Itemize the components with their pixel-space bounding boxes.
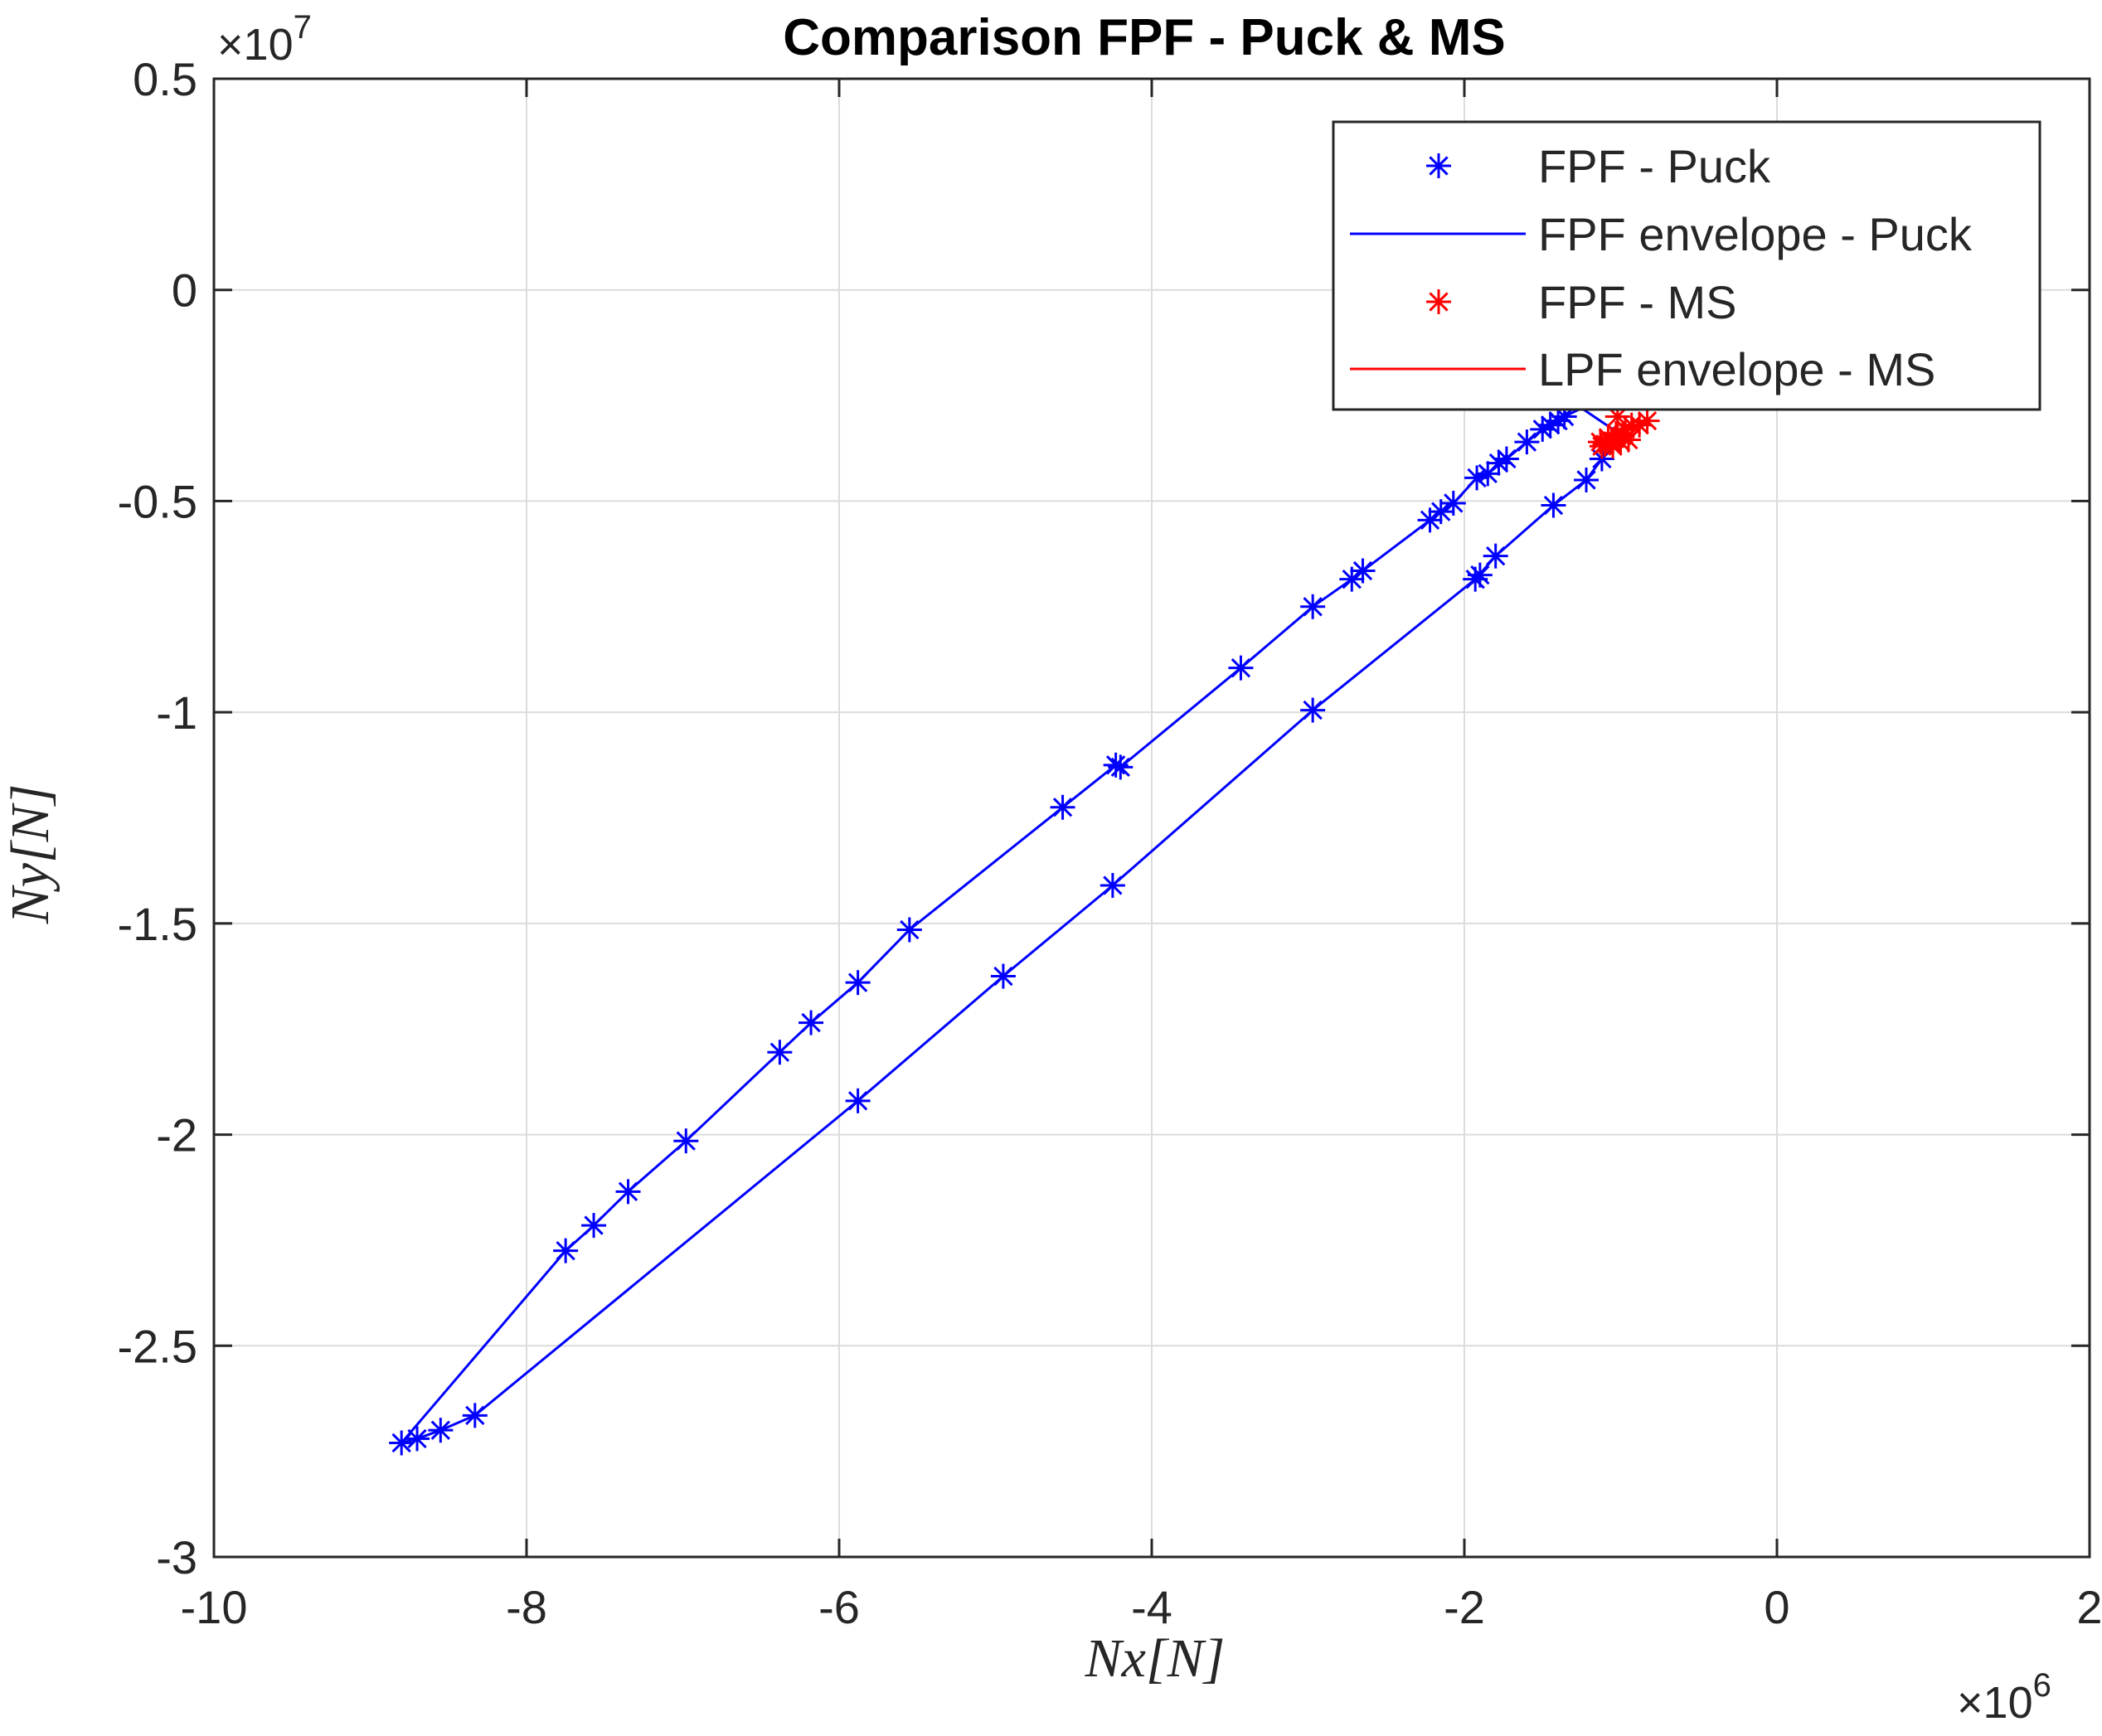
x-tick-label: -4 bbox=[1131, 1581, 1172, 1633]
data-point bbox=[1514, 429, 1539, 454]
x-tick-label: -8 bbox=[506, 1581, 547, 1633]
data-point bbox=[616, 1179, 641, 1204]
data-point bbox=[1468, 563, 1493, 588]
data-point bbox=[1635, 409, 1660, 434]
y-tick-label: 0 bbox=[172, 264, 197, 317]
data-point bbox=[673, 1128, 698, 1153]
data-point bbox=[897, 917, 922, 942]
data-point bbox=[1051, 795, 1075, 820]
data-point bbox=[553, 1239, 578, 1263]
data-point bbox=[1609, 423, 1634, 448]
chart-title: Comparison FPF - Puck & MS bbox=[783, 9, 1506, 66]
y-multiplier-base: ×10 bbox=[217, 20, 294, 70]
y-tick-label: -2 bbox=[156, 1109, 197, 1161]
x-tick-label: 2 bbox=[2076, 1581, 2102, 1633]
data-point bbox=[1546, 409, 1570, 434]
legend-star-marker bbox=[1426, 289, 1451, 314]
x-multiplier-exponent: 6 bbox=[2033, 1667, 2051, 1704]
data-point bbox=[1616, 428, 1641, 453]
legend-star-marker bbox=[1426, 153, 1451, 178]
data-point bbox=[1441, 491, 1466, 516]
data-point bbox=[1104, 753, 1129, 778]
y-tick-label: -0.5 bbox=[118, 475, 198, 527]
data-point bbox=[1541, 493, 1566, 518]
data-point bbox=[1108, 754, 1133, 779]
y-tick-label: 0.5 bbox=[133, 53, 197, 105]
data-point bbox=[1100, 873, 1125, 898]
x-multiplier-base: ×10 bbox=[1957, 1678, 2033, 1728]
data-point bbox=[463, 1403, 488, 1428]
legend-marker-fpf-ms bbox=[1426, 289, 1451, 314]
y-multiplier-exponent: 7 bbox=[294, 9, 312, 46]
data-point bbox=[846, 970, 871, 995]
data-point bbox=[581, 1213, 606, 1238]
x-tick-label: 0 bbox=[1764, 1581, 1789, 1633]
x-tick-label: -2 bbox=[1444, 1581, 1485, 1633]
legend: FPF - Puck FPF envelope - Puck FPF - MS … bbox=[1333, 122, 2040, 410]
x-tick-label: -6 bbox=[818, 1581, 860, 1633]
data-point bbox=[1300, 594, 1325, 619]
data-point bbox=[1483, 544, 1508, 569]
x-tick-label: -10 bbox=[181, 1581, 248, 1633]
data-point bbox=[767, 1040, 792, 1064]
x-axis-label: Nx[N] bbox=[1085, 1628, 1226, 1689]
legend-label-fpf-ms: FPF - MS bbox=[1538, 276, 1737, 328]
data-point bbox=[405, 1426, 430, 1451]
data-point bbox=[428, 1418, 453, 1443]
data-point bbox=[389, 1430, 414, 1455]
y-tick-label: -1.5 bbox=[118, 898, 198, 950]
data-point bbox=[1228, 656, 1253, 681]
data-point bbox=[846, 1089, 871, 1113]
data-point bbox=[991, 964, 1016, 989]
y-tick-label: -3 bbox=[156, 1531, 197, 1583]
legend-label-fpf-puck: FPF - Puck bbox=[1538, 140, 1771, 192]
data-point bbox=[1494, 446, 1519, 471]
y-axis-label: Ny[N] bbox=[0, 784, 61, 925]
data-point bbox=[1300, 698, 1325, 723]
y-tick-label: -1 bbox=[156, 686, 197, 739]
legend-label-lpf-envelope-ms: LPF envelope - MS bbox=[1538, 343, 1935, 395]
legend-label-fpf-envelope-puck: FPF envelope - Puck bbox=[1538, 208, 1973, 260]
data-point bbox=[799, 1011, 823, 1035]
legend-marker-fpf-puck bbox=[1426, 153, 1451, 178]
y-tick-label: -2.5 bbox=[118, 1320, 198, 1372]
data-point bbox=[1574, 468, 1599, 492]
data-point bbox=[1350, 558, 1375, 583]
data-point bbox=[1464, 465, 1489, 490]
